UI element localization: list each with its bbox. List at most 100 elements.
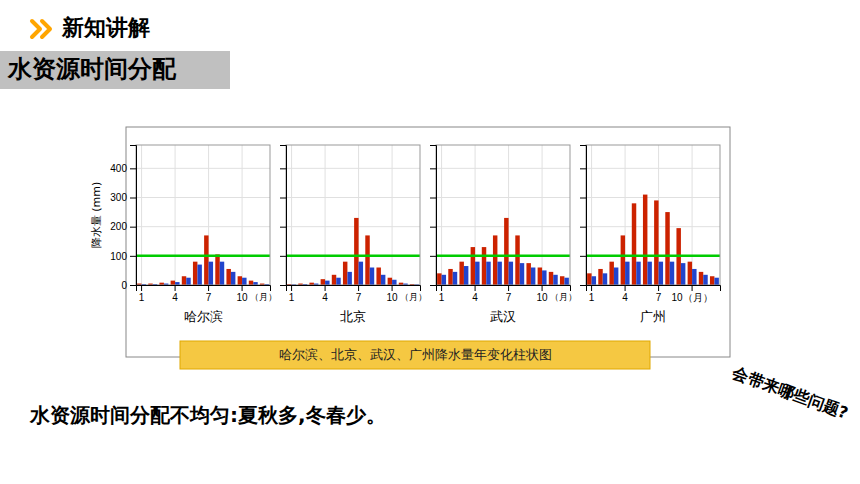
bar — [209, 262, 213, 285]
x-axis-line — [287, 286, 421, 292]
page: 新知讲解水资源时间分配147100100200300400（月）哈尔滨降水量 (… — [0, 0, 860, 484]
plot-area — [436, 218, 570, 285]
y-tick-label: 0 — [121, 280, 127, 291]
y-tick: 200 — [110, 221, 136, 232]
bar — [647, 262, 651, 285]
x-tick-label: 7 — [206, 292, 212, 303]
y-tick — [430, 285, 436, 286]
x-tick-label: 4 — [172, 292, 178, 303]
bar — [654, 200, 658, 285]
caption-bar — [180, 341, 650, 369]
y-tick: 300 — [110, 192, 136, 203]
bar — [453, 272, 457, 285]
y-tick-mark — [280, 168, 286, 169]
x-tick: 10 — [237, 285, 249, 303]
y-tick-mark — [130, 198, 136, 199]
x-tick-mark — [208, 285, 209, 291]
y-tick-mark — [580, 198, 586, 199]
y-tick-mark — [280, 285, 286, 286]
grid — [586, 145, 720, 285]
y-grid-line — [136, 168, 270, 169]
bar — [388, 278, 392, 285]
bar — [249, 281, 253, 285]
bar — [231, 272, 235, 285]
y-tick — [580, 285, 586, 286]
bar — [542, 270, 546, 285]
bar — [699, 272, 703, 285]
bar — [625, 262, 629, 285]
y-grid-line — [436, 197, 570, 198]
x-tick-mark — [692, 285, 693, 291]
y-axis: 0100200300400 — [110, 146, 136, 291]
y-grid-line — [286, 168, 420, 169]
right-text: 会带来哪些问题? — [729, 363, 850, 423]
bar — [354, 218, 358, 285]
bar — [486, 262, 490, 285]
bar — [614, 268, 618, 286]
bar — [636, 262, 640, 285]
bar — [509, 262, 513, 285]
y-tick — [580, 168, 586, 169]
y-tick-mark — [130, 256, 136, 257]
bar — [220, 262, 224, 285]
bar — [448, 269, 452, 285]
y-grid-line — [136, 226, 270, 227]
bar — [381, 275, 385, 285]
bar — [564, 278, 568, 285]
y-tick-mark — [430, 198, 436, 199]
x-axis-line — [587, 286, 721, 292]
bar — [325, 281, 329, 285]
bar — [332, 275, 336, 285]
bar — [392, 280, 396, 285]
y-axis-title: 降水量 (mm) — [90, 182, 103, 249]
x-tick: 1 — [289, 285, 295, 303]
x-tick: 4 — [172, 285, 178, 303]
bar — [442, 275, 446, 285]
y-tick — [580, 256, 586, 257]
y-tick: 100 — [110, 251, 136, 262]
caption: 哈尔滨、北京、武汉、广州降水量年变化柱状图 — [279, 347, 552, 362]
bar — [204, 235, 208, 285]
x-grid-line — [242, 145, 243, 285]
x-tick: 4 — [622, 285, 628, 303]
plot-area — [136, 235, 270, 285]
y-axis-line — [280, 146, 287, 286]
x-tick-mark — [441, 285, 442, 291]
bar — [531, 268, 535, 286]
x-tick-label: 10 — [387, 292, 399, 303]
subchart: 14710（月）武汉 — [430, 145, 577, 324]
plot-area — [286, 218, 420, 285]
y-tick-mark — [580, 256, 586, 257]
bar-series — [437, 218, 564, 285]
x-tick-label: 1 — [139, 292, 145, 303]
y-tick-mark — [580, 227, 586, 228]
x-tick-mark — [475, 285, 476, 291]
y-tick-label: 100 — [110, 251, 127, 262]
bar — [553, 275, 557, 285]
y-grid-line — [136, 255, 270, 256]
bar — [215, 254, 219, 285]
x-tick-mark — [141, 285, 142, 291]
bar — [238, 276, 242, 285]
bar — [471, 247, 475, 285]
x-grid-line — [392, 145, 393, 285]
y-tick — [280, 168, 286, 169]
x-tick-mark — [591, 285, 592, 291]
y-tick: 0 — [121, 280, 136, 291]
y-grid-line — [436, 255, 570, 256]
bar — [665, 212, 669, 285]
bar — [437, 273, 441, 285]
x-tick-label: 10（月） — [672, 292, 713, 303]
y-tick-mark — [280, 227, 286, 228]
x-grid-line — [441, 145, 442, 285]
x-tick: 1 — [139, 285, 145, 303]
y-tick — [430, 168, 436, 169]
bar — [347, 272, 351, 285]
y-grid-line — [286, 226, 420, 227]
x-axis: 14710（月） — [587, 285, 721, 303]
y-tick-mark — [430, 256, 436, 257]
x-tick: 1 — [589, 285, 595, 303]
bar — [493, 235, 497, 285]
y-axis — [580, 146, 587, 286]
bar — [549, 272, 553, 285]
